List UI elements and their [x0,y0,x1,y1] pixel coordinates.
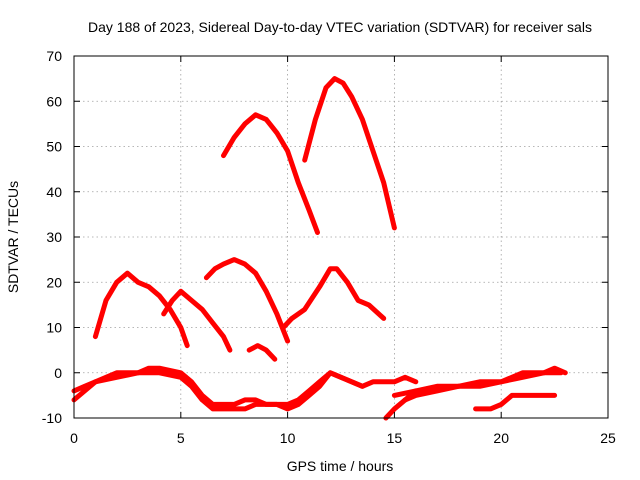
y-tick-label: 70 [46,48,62,64]
series-arc2 [302,76,397,231]
grid [74,56,608,418]
y-tick-label: -10 [42,410,62,426]
y-tick-label: 60 [46,93,62,109]
series-arc7 [280,266,387,330]
y-tick-label: 50 [46,139,62,155]
series-arc3 [92,270,190,349]
x-tick-label: 10 [280,430,296,446]
series-arc4 [161,288,233,353]
x-tick-label: 20 [493,430,509,446]
y-axis-label: SDTVAR / TECUs [5,181,21,293]
series-arc9 [71,370,365,412]
x-tick-label: 5 [177,430,185,446]
y-tick-label: 40 [46,184,62,200]
series-arc12 [402,370,564,403]
series-arc13 [473,392,558,412]
x-tick-label: 0 [70,430,78,446]
x-axis-label: GPS time / hours [287,458,394,474]
series-arc6 [246,343,278,362]
y-tick-label: 10 [46,320,62,336]
series-arc1 [221,112,320,235]
y-tick-label: 30 [46,229,62,245]
series-arc5 [203,257,291,344]
ticks: 0 5 10 15 20 25 -10 0 10 20 30 40 50 60 70 [42,48,616,446]
y-tick-label: 20 [46,274,62,290]
series-layer [71,76,568,421]
x-tick-label: 25 [600,430,616,446]
x-tick-label: 15 [387,430,403,446]
chart-title: Day 188 of 2023, Sidereal Day-to-day VTE… [88,19,592,35]
y-tick-label: 0 [54,365,62,381]
